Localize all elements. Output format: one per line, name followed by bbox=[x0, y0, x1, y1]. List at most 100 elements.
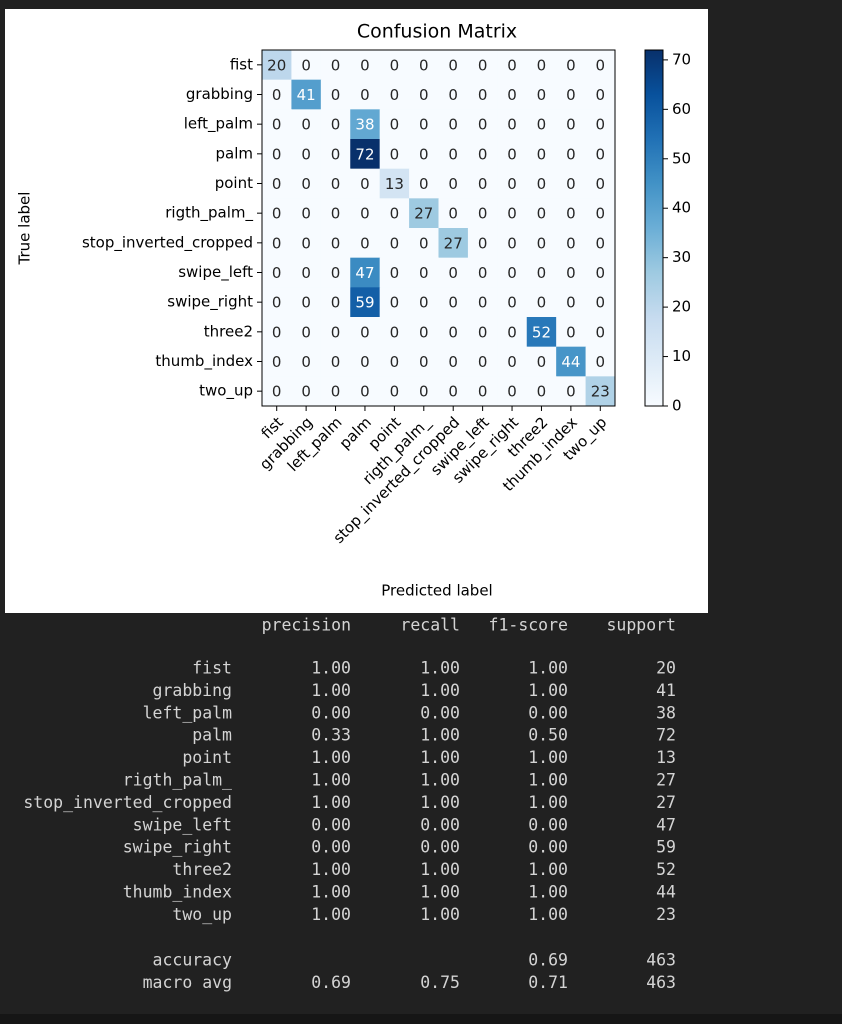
colorbar-tick-label: 10 bbox=[672, 347, 691, 365]
cell bbox=[526, 346, 557, 377]
report-cell: 27 bbox=[656, 793, 676, 812]
cell bbox=[585, 79, 616, 110]
cell bbox=[320, 228, 351, 259]
cell bbox=[467, 228, 498, 259]
report-cell: 13 bbox=[656, 748, 676, 767]
cell bbox=[409, 168, 439, 199]
bottom-bar bbox=[0, 1014, 842, 1024]
report-row-name: point bbox=[182, 748, 232, 767]
cell-label: 0 bbox=[478, 264, 488, 282]
cell bbox=[438, 198, 469, 229]
cell bbox=[350, 346, 381, 377]
cell-label: 0 bbox=[596, 234, 606, 252]
cell-label: 0 bbox=[360, 56, 370, 74]
cell-label: 0 bbox=[448, 383, 458, 401]
cell-label: 0 bbox=[331, 383, 341, 401]
report-row-name: swipe_left bbox=[133, 815, 232, 834]
cell-label: 0 bbox=[537, 145, 547, 163]
cell-label: 0 bbox=[390, 294, 400, 312]
report-cell: 1.00 bbox=[311, 905, 351, 924]
cell bbox=[379, 79, 410, 110]
cell-label: 0 bbox=[478, 116, 488, 134]
cell bbox=[320, 376, 351, 407]
y-tick-label: rigth_palm_ bbox=[165, 204, 253, 223]
cell bbox=[291, 139, 322, 170]
report-cell: 1.00 bbox=[528, 860, 568, 879]
cell-label: 0 bbox=[566, 294, 576, 312]
cell bbox=[291, 79, 322, 110]
cell bbox=[291, 257, 322, 288]
cell-label: 0 bbox=[507, 323, 517, 341]
report-row-name: left_palm bbox=[143, 703, 232, 722]
report-cell: 1.00 bbox=[420, 659, 460, 678]
colorbar-tick-label: 70 bbox=[672, 50, 691, 68]
cell bbox=[438, 109, 469, 140]
cell-label: 0 bbox=[272, 145, 282, 163]
cell-label: 0 bbox=[301, 145, 311, 163]
cell-label: 0 bbox=[272, 205, 282, 223]
cell bbox=[556, 287, 587, 318]
cell bbox=[291, 109, 322, 140]
cell-label: 0 bbox=[331, 175, 341, 193]
cell-label: 0 bbox=[448, 294, 458, 312]
cell-label: 27 bbox=[414, 205, 433, 223]
cell-label: 0 bbox=[331, 205, 341, 223]
cell-label: 44 bbox=[561, 353, 580, 371]
cell-label: 0 bbox=[507, 145, 517, 163]
cell-label: 0 bbox=[360, 353, 370, 371]
report-cell: 41 bbox=[656, 681, 676, 700]
cell bbox=[320, 198, 351, 229]
cell-label: 0 bbox=[360, 205, 370, 223]
cell bbox=[585, 346, 616, 377]
cell-label: 0 bbox=[507, 353, 517, 371]
cell-label: 0 bbox=[537, 294, 547, 312]
cell-label: 0 bbox=[272, 116, 282, 134]
cell-label: 13 bbox=[385, 175, 404, 193]
cell bbox=[497, 228, 528, 259]
colorbar-tick-label: 0 bbox=[672, 397, 682, 415]
cell bbox=[379, 257, 410, 288]
report-cell: 23 bbox=[656, 905, 676, 924]
cell-label: 0 bbox=[272, 175, 282, 193]
report-cell: 1.00 bbox=[311, 883, 351, 902]
cell bbox=[556, 257, 587, 288]
cell bbox=[262, 257, 292, 288]
cell bbox=[556, 198, 587, 229]
cell bbox=[497, 50, 528, 81]
report-cell: 1.00 bbox=[420, 681, 460, 700]
y-axis-label: True label bbox=[16, 192, 34, 266]
cell bbox=[350, 109, 381, 140]
cell-label: 0 bbox=[596, 116, 606, 134]
cell-label: 0 bbox=[507, 56, 517, 74]
cell bbox=[350, 228, 381, 259]
cell-label: 0 bbox=[566, 383, 576, 401]
cell bbox=[526, 50, 557, 81]
report-cell: 1.00 bbox=[528, 659, 568, 678]
cell bbox=[526, 257, 557, 288]
cell bbox=[438, 228, 469, 259]
cell bbox=[526, 198, 557, 229]
cell bbox=[379, 139, 410, 170]
cell-label: 0 bbox=[537, 234, 547, 252]
cell-label: 38 bbox=[355, 116, 374, 134]
cell-label: 47 bbox=[355, 264, 374, 282]
cell bbox=[467, 287, 498, 318]
cell bbox=[291, 198, 322, 229]
y-tick-label: thumb_index bbox=[155, 352, 253, 371]
cell bbox=[262, 287, 292, 318]
cell-label: 0 bbox=[537, 205, 547, 223]
cell bbox=[350, 168, 381, 199]
cell-label: 0 bbox=[331, 234, 341, 252]
cell-label: 0 bbox=[478, 175, 488, 193]
report-cell: 1.00 bbox=[311, 748, 351, 767]
cell bbox=[497, 109, 528, 140]
report-cell: 0.75 bbox=[420, 973, 460, 992]
cell bbox=[526, 79, 557, 110]
cell bbox=[438, 139, 469, 170]
cell bbox=[320, 287, 351, 318]
y-tick-label: fist bbox=[230, 55, 253, 73]
cell-label: 0 bbox=[390, 323, 400, 341]
cell-label: 0 bbox=[331, 353, 341, 371]
cell-label: 0 bbox=[566, 175, 576, 193]
cell bbox=[320, 79, 351, 110]
